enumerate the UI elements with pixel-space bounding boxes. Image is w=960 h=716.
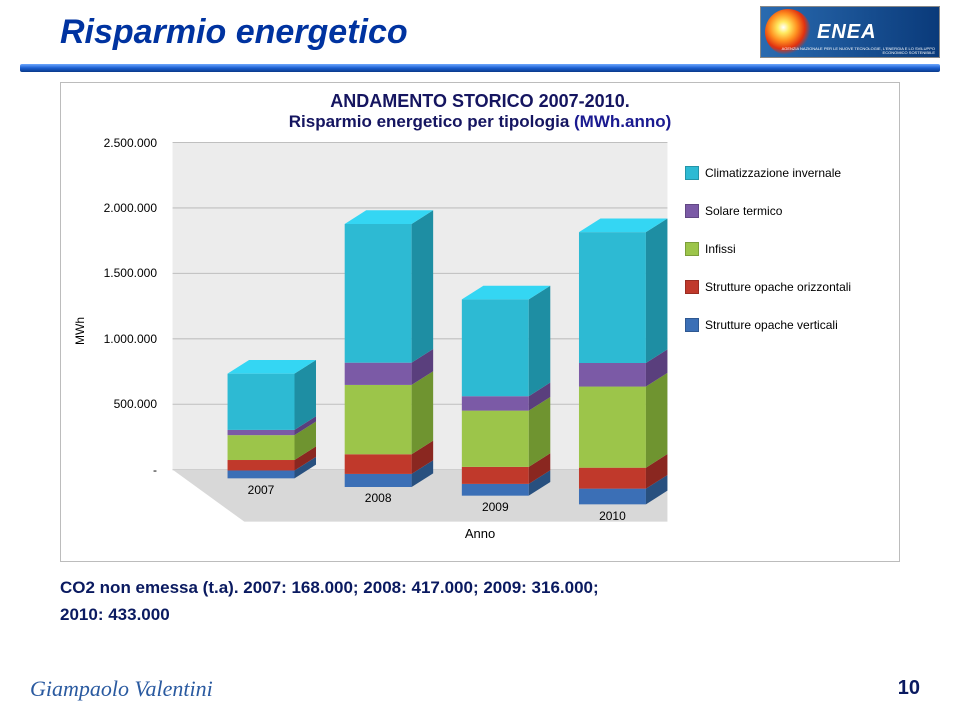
legend-label: Solare termico bbox=[705, 204, 782, 218]
legend-swatch bbox=[685, 318, 699, 332]
signature: Giampaolo Valentini bbox=[30, 676, 213, 702]
y-tick-label: 500.000 bbox=[114, 397, 157, 411]
legend-swatch bbox=[685, 280, 699, 294]
plot-area: 2007 2008 2009 2010 bbox=[163, 136, 677, 526]
x-tick-label: 2008 bbox=[365, 491, 392, 505]
legend-label: Strutture opache verticali bbox=[705, 318, 838, 332]
header-divider bbox=[20, 64, 940, 72]
legend-item: Climatizzazione invernale bbox=[685, 166, 887, 180]
legend-label: Infissi bbox=[705, 242, 736, 256]
legend-item: Infissi bbox=[685, 242, 887, 256]
legend-swatch bbox=[685, 242, 699, 256]
y-tick-label: 1.000.000 bbox=[104, 332, 157, 346]
page-number: 10 bbox=[898, 677, 920, 700]
x-tick-label: 2009 bbox=[482, 500, 509, 514]
x-axis-labels: 2007 2008 2009 2010 bbox=[163, 136, 677, 526]
legend-swatch bbox=[685, 204, 699, 218]
x-tick-label: 2010 bbox=[599, 509, 626, 523]
chart-title-line2: Risparmio energetico per tipologia (MWh.… bbox=[73, 112, 887, 132]
legend-label: Climatizzazione invernale bbox=[705, 166, 841, 180]
chart-container: ANDAMENTO STORICO 2007-2010. Risparmio e… bbox=[60, 82, 900, 562]
legend-item: Strutture opache orizzontali bbox=[685, 280, 887, 294]
y-axis-label: MWh bbox=[73, 317, 87, 345]
y-tick-label: 2.500.000 bbox=[104, 136, 157, 150]
caption: CO2 non emessa (t.a). 2007: 168.000; 200… bbox=[60, 574, 900, 628]
legend-item: Strutture opache verticali bbox=[685, 318, 887, 332]
y-tick-label: 1.500.000 bbox=[104, 266, 157, 280]
x-tick-label: 2007 bbox=[248, 483, 275, 497]
legend: Climatizzazione invernale Solare termico I… bbox=[677, 136, 887, 526]
y-tick-label: 2.000.000 bbox=[104, 201, 157, 215]
logo-subtext: AGENZIA NAZIONALE PER LE NUOVE TECNOLOGI… bbox=[761, 47, 935, 55]
caption-line2: 2010: 433.000 bbox=[60, 605, 170, 624]
chart-title-line1: ANDAMENTO STORICO 2007-2010. bbox=[73, 91, 887, 112]
legend-label: Strutture opache orizzontali bbox=[705, 280, 851, 294]
chart-title-line2b: (MWh.anno) bbox=[574, 112, 671, 131]
y-axis-ticks: - 500.000 1.000.000 1.500.000 2.000.000 2.500… bbox=[91, 136, 163, 526]
page-title: Risparmio energetico bbox=[60, 13, 408, 52]
logo-text: ENEA bbox=[817, 21, 877, 44]
y-tick-label: - bbox=[153, 463, 157, 477]
enea-logo: ENEA AGENZIA NAZIONALE PER LE NUOVE TECN… bbox=[760, 6, 940, 58]
legend-swatch bbox=[685, 166, 699, 180]
legend-item: Solare termico bbox=[685, 204, 887, 218]
caption-line1: CO2 non emessa (t.a). 2007: 168.000; 200… bbox=[60, 578, 599, 597]
chart-title-line2a: Risparmio energetico per tipologia bbox=[289, 112, 574, 131]
x-axis-title: Anno bbox=[73, 526, 887, 541]
